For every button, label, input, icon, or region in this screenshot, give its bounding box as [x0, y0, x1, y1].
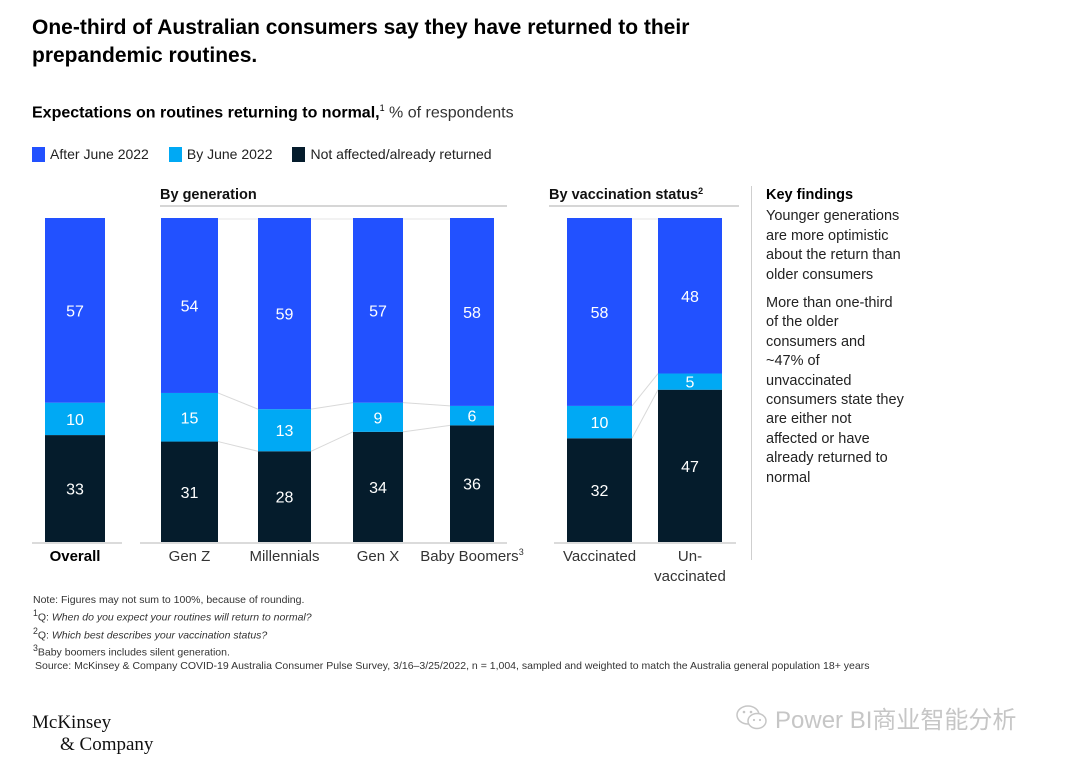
data-label: 10 — [66, 412, 84, 429]
bar-segment-un-vaccinated-not-affected-already-returned — [658, 389, 722, 542]
watermark-text: Power BI商业智能分析 — [775, 707, 1017, 734]
footnotes: Note: Figures may not sum to 100%, becau… — [33, 594, 903, 673]
key-findings-heading: Key findings — [766, 187, 854, 203]
bar-segment-vaccinated-after-june-2022 — [567, 218, 632, 406]
chart-title: One-third of Australian consumers say th… — [32, 16, 690, 67]
footnote-2: 2Q: Which best describes your vaccinatio… — [33, 625, 268, 642]
category-label: Millennials — [249, 548, 319, 565]
category-label: Gen X — [357, 548, 400, 565]
data-label: 59 — [276, 307, 294, 324]
bar-segment-millennials-after-june-2022 — [258, 218, 311, 410]
bar-segment-overall-not-affected-already-returned — [45, 435, 105, 542]
connector-line — [631, 389, 659, 439]
data-label: 13 — [276, 423, 294, 440]
key-findings: Key findings Younger generations are mor… — [766, 186, 906, 497]
note-rounding: Note: Figures may not sum to 100%, becau… — [33, 594, 305, 606]
bar-segment-un-vaccinated-by-june-2022 — [658, 373, 722, 390]
bar-segment-gen-z-after-june-2022 — [161, 218, 218, 393]
wechat-icon — [736, 704, 767, 729]
legend-label-by-june: By June 2022 — [186, 146, 273, 162]
data-label: 31 — [181, 485, 199, 502]
category-label: Un- — [678, 548, 702, 565]
bar-segment-millennials-not-affected-already-returned — [258, 451, 311, 542]
chart-subtitle: Expectations on routines returning to no… — [32, 103, 514, 122]
bar-segment-un-vaccinated-after-june-2022 — [658, 218, 722, 374]
connector-line — [631, 373, 659, 407]
bar-segment-gen-x-after-june-2022 — [353, 218, 403, 403]
data-label: 54 — [181, 298, 199, 315]
legend-item-not-affected: Not affected/already returned — [292, 146, 492, 162]
category-label: Baby Boomers3 — [420, 547, 523, 565]
key-finding-1: Younger generations are more optimistic … — [766, 208, 901, 283]
data-label: 28 — [276, 490, 294, 507]
subtitle-bold: Expectations on routines returning to no… — [32, 104, 380, 122]
category-label: Gen Z — [169, 548, 211, 565]
bar-segment-baby-boomers-by-june-2022 — [450, 405, 494, 426]
source-note: Source: McKinsey & Company COVID-19 Aust… — [35, 659, 870, 672]
category-label: Overall — [50, 548, 101, 565]
data-label: 33 — [66, 482, 84, 499]
data-label: 15 — [181, 410, 199, 427]
data-label: 57 — [66, 303, 84, 320]
data-label: 9 — [374, 410, 383, 427]
bar-segment-overall-after-june-2022 — [45, 218, 105, 403]
connector-line — [217, 441, 259, 452]
legend-swatch-not-affected — [292, 146, 306, 162]
bar-segment-vaccinated-by-june-2022 — [567, 405, 632, 439]
connector-line — [402, 402, 451, 407]
bar-segment-overall-by-june-2022 — [45, 402, 105, 436]
connector-line — [217, 392, 259, 410]
footnote-3: 3Baby boomers includes silent generation… — [33, 643, 230, 659]
legend: After June 2022 By June 2022 Not affecte… — [32, 146, 492, 162]
legend-label-after-june: After June 2022 — [50, 146, 149, 162]
mckinsey-logo: McKinsey & Company — [32, 712, 153, 756]
key-findings-divider — [751, 186, 752, 560]
bar-segment-gen-x-by-june-2022 — [353, 402, 403, 432]
data-label: 34 — [369, 480, 387, 497]
bar-segment-gen-z-not-affected-already-returned — [161, 441, 218, 542]
connector-line — [310, 431, 354, 452]
legend-label-not-affected: Not affected/already returned — [310, 146, 492, 162]
legend-swatch-after-june — [32, 146, 45, 162]
legend-item-by-june: By June 2022 — [168, 146, 273, 162]
logo-line-2: & Company — [60, 734, 154, 755]
watermark: Power BI商业智能分析 — [735, 700, 1016, 735]
data-label: 58 — [463, 305, 481, 322]
footnote-1: 1Q: When do you expect your routines wil… — [33, 608, 312, 624]
group-header-0: By generation — [160, 187, 257, 203]
data-label: 47 — [681, 459, 699, 476]
connector-line — [402, 424, 451, 433]
group-header-1: By vaccination status2 — [549, 186, 703, 203]
bar-segment-vaccinated-not-affected-already-returned — [567, 438, 632, 542]
bar-segment-gen-z-by-june-2022 — [161, 392, 218, 442]
data-label: 10 — [591, 415, 609, 432]
data-label: 5 — [686, 375, 695, 392]
data-label: 58 — [591, 305, 609, 322]
bar-segment-gen-x-not-affected-already-returned — [353, 431, 403, 542]
subtitle-unit: % of respondents — [384, 104, 514, 122]
category-label-line-2: vaccinated — [654, 568, 726, 585]
stacked-bar-chart: By generation By vaccination status2 33 10 5… — [32, 186, 739, 585]
data-label: 57 — [369, 303, 387, 320]
bar-segment-millennials-by-june-2022 — [258, 409, 311, 452]
bar-segment-baby-boomers-after-june-2022 — [450, 218, 494, 406]
key-finding-2: More than one-third of the older consume… — [766, 295, 904, 486]
category-label: Vaccinated — [563, 548, 636, 565]
bar-segment-baby-boomers-not-affected-already-returned — [450, 425, 494, 542]
legend-swatch-by-june — [168, 146, 182, 162]
data-label: 36 — [463, 477, 481, 494]
logo-line-1: McKinsey — [32, 712, 112, 733]
data-label: 32 — [591, 483, 609, 500]
connector-line — [310, 402, 354, 410]
data-label: 6 — [468, 409, 477, 426]
data-label: 48 — [681, 289, 699, 306]
legend-item-after-june: After June 2022 — [32, 146, 149, 162]
subtitle-footnote-mark: 1 — [379, 103, 385, 113]
